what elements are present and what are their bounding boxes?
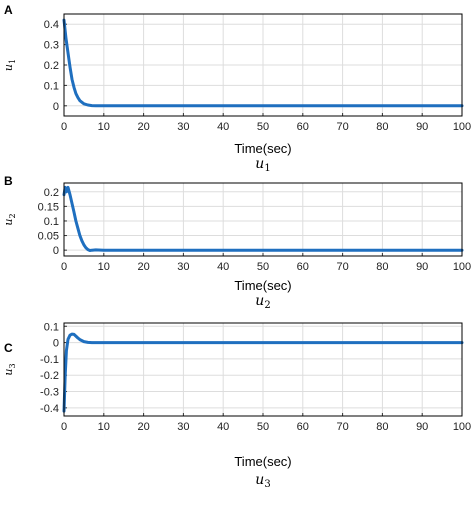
- chart-0-ytick-label: 0.4: [44, 19, 59, 31]
- chart-1-ylabel: u2: [2, 213, 17, 225]
- chart-1-xtick-label: 40: [217, 261, 229, 273]
- chart-2-xtick-label: 100: [453, 421, 471, 433]
- chart-2-ytick-label: 0: [53, 338, 59, 350]
- chart-2-caption: u3: [255, 472, 270, 490]
- chart-0-series-line: [62, 18, 464, 108]
- chart-0-ytick-label: 0.3: [44, 40, 59, 52]
- chart-2-xtick-label: 70: [336, 421, 348, 433]
- chart-1-xtick-label: 80: [376, 261, 388, 273]
- chart-0-caption: u1: [255, 156, 270, 174]
- chart-1-ytick-label: 0.05: [38, 231, 59, 243]
- chart-1-xtick-label: 60: [297, 261, 309, 273]
- chart-0-ytick-label: 0: [53, 101, 59, 113]
- chart-2-xtick-label: 20: [137, 421, 149, 433]
- chart-0-xtick-label: 50: [257, 121, 269, 133]
- chart-2-ytick-label: -0.3: [40, 387, 59, 399]
- chart-2-xtick-label: 60: [297, 421, 309, 433]
- chart-1-axes-frame: [63, 182, 463, 257]
- chart-2-series-line: [62, 332, 464, 413]
- chart-1-xtick-label: 100: [453, 261, 471, 273]
- chart-1-xtick-label: 20: [137, 261, 149, 273]
- chart-2-ytick-label: -0.2: [40, 370, 59, 382]
- chart-0-xtick-label: 10: [98, 121, 110, 133]
- chart-1-panel: B 0 10 20 30 40 50 60 70 80 90 100 0 0.05 0.1 0.15 0.2 u2…: [2, 174, 471, 311]
- chart-0-panel-letter: A: [4, 3, 13, 17]
- chart-2-xtick-label: 80: [376, 421, 388, 433]
- chart-1-xtick-label: 70: [336, 261, 348, 273]
- chart-2-ytick-label: -0.1: [40, 354, 59, 366]
- chart-0-axes-frame: [63, 13, 463, 117]
- chart-2-xtick-label: 90: [416, 421, 428, 433]
- chart-2-xtick-label: 40: [217, 421, 229, 433]
- chart-2-xlabel: Time(sec): [234, 454, 291, 469]
- chart-0-xtick-label: 70: [336, 121, 348, 133]
- chart-1-series-line: [62, 185, 464, 252]
- chart-0-xtick-label: 60: [297, 121, 309, 133]
- chart-0-xtick-label: 100: [453, 121, 471, 133]
- chart-2-xtick-label: 30: [177, 421, 189, 433]
- chart-2-ytick-label: 0.1: [44, 321, 59, 333]
- chart-2-axes-frame: [63, 322, 463, 417]
- chart-1-ytick-label: 0.1: [44, 216, 59, 228]
- chart-0-xtick-label: 80: [376, 121, 388, 133]
- chart-0-xtick-label: 30: [177, 121, 189, 133]
- chart-2-xtick-label: 50: [257, 421, 269, 433]
- chart-2-xtick-label: 10: [98, 421, 110, 433]
- chart-2-ytick-label: -0.4: [40, 403, 59, 415]
- chart-1-panel-letter: B: [4, 174, 13, 188]
- chart-1-xtick-label: 90: [416, 261, 428, 273]
- chart-0-ylabel: u1: [2, 59, 17, 71]
- chart-1-xlabel: Time(sec): [234, 278, 291, 293]
- chart-0-ytick-label: 0.2: [44, 60, 59, 72]
- chart-2-panel-letter: C: [4, 341, 13, 355]
- chart-2-xtick-label: 0: [61, 421, 67, 433]
- chart-2-ylabel: u3: [2, 363, 17, 375]
- chart-1-ytick-label: 0.2: [44, 187, 59, 199]
- chart-0-panel: A0 10 20 30 40 50 60 70 80 90 10000.10.20.30.4u1Ti…: [2, 3, 471, 174]
- chart-2-panel: C 0 10 20 30 40 50 60 70 80 90 100 -0.4 -0.3 -0.2 -0.1 0…: [2, 321, 471, 490]
- chart-1-ytick-label: 0.15: [38, 201, 59, 213]
- chart-0-xtick-label: 90: [416, 121, 428, 133]
- chart-0-ytick-label: 0.1: [44, 80, 59, 92]
- chart-0-xtick-label: 40: [217, 121, 229, 133]
- chart-0-xtick-label: 20: [137, 121, 149, 133]
- chart-1-ytick-label: 0: [53, 245, 59, 257]
- chart-1-xtick-label: 50: [257, 261, 269, 273]
- chart-0-xtick-label: 0: [61, 121, 67, 133]
- chart-0-xlabel: Time(sec): [234, 141, 291, 156]
- chart-1-xtick-label: 30: [177, 261, 189, 273]
- chart-1-caption: u2: [255, 293, 270, 311]
- chart-1-xtick-label: 10: [98, 261, 110, 273]
- chart-1-xtick-label: 0: [61, 261, 67, 273]
